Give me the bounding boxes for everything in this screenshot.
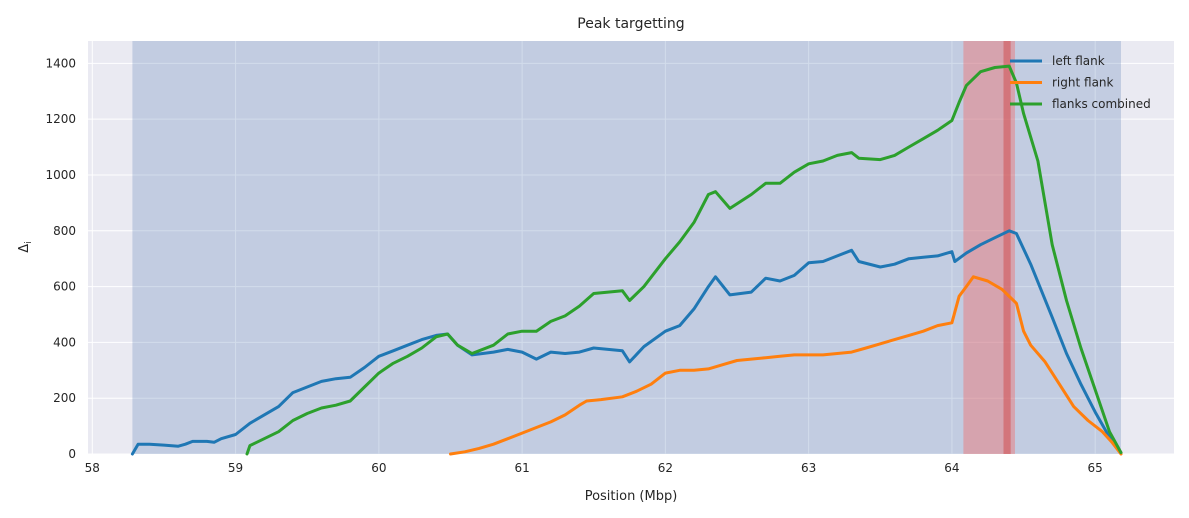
legend-label: left flank <box>1052 54 1105 68</box>
x-tick-label: 62 <box>658 461 673 475</box>
y-tick-label: 1200 <box>45 112 76 126</box>
series-line <box>245 64 1123 456</box>
y-tick-label: 0 <box>68 447 76 461</box>
grid <box>88 41 1174 455</box>
x-tick-label: 61 <box>514 461 529 475</box>
y-tick-label: 1000 <box>45 168 76 182</box>
x-axis-label: Position (Mbp) <box>585 489 678 504</box>
x-tick-label: 65 <box>1088 461 1103 475</box>
y-tick-label: 1400 <box>45 56 76 70</box>
y-tick-label: 800 <box>53 224 76 238</box>
series-line <box>130 229 1123 456</box>
legend-label: right flank <box>1052 76 1114 90</box>
y-tick-label: 400 <box>53 335 76 349</box>
plot-background <box>88 41 1174 454</box>
y-tick-label: 600 <box>53 280 76 294</box>
y-tick-labels: 0 200 400 600 800 1000 1200 1400 <box>45 56 76 461</box>
legend: left flank right flank flanks combined <box>1010 54 1151 111</box>
y-tick-label: 200 <box>53 391 76 405</box>
highlight-span <box>1003 41 1011 454</box>
x-tick-label: 60 <box>371 461 386 475</box>
x-tick-label: 59 <box>228 461 243 475</box>
legend-label: flanks combined <box>1052 97 1151 111</box>
y-axis-label-main: Δ <box>17 244 32 253</box>
x-tick-label: 58 <box>85 461 100 475</box>
y-axis-label-sub: i <box>24 241 34 244</box>
chart-title: Peak targetting <box>577 16 684 32</box>
x-tick-labels: 58 59 60 61 62 63 64 65 <box>85 461 1103 475</box>
x-tick-label: 63 <box>801 461 816 475</box>
y-axis-label: Δi <box>17 241 34 252</box>
series-line <box>449 275 1123 456</box>
x-tick-label: 64 <box>944 461 959 475</box>
highlight-spans <box>132 41 1121 454</box>
series-lines <box>130 64 1123 456</box>
